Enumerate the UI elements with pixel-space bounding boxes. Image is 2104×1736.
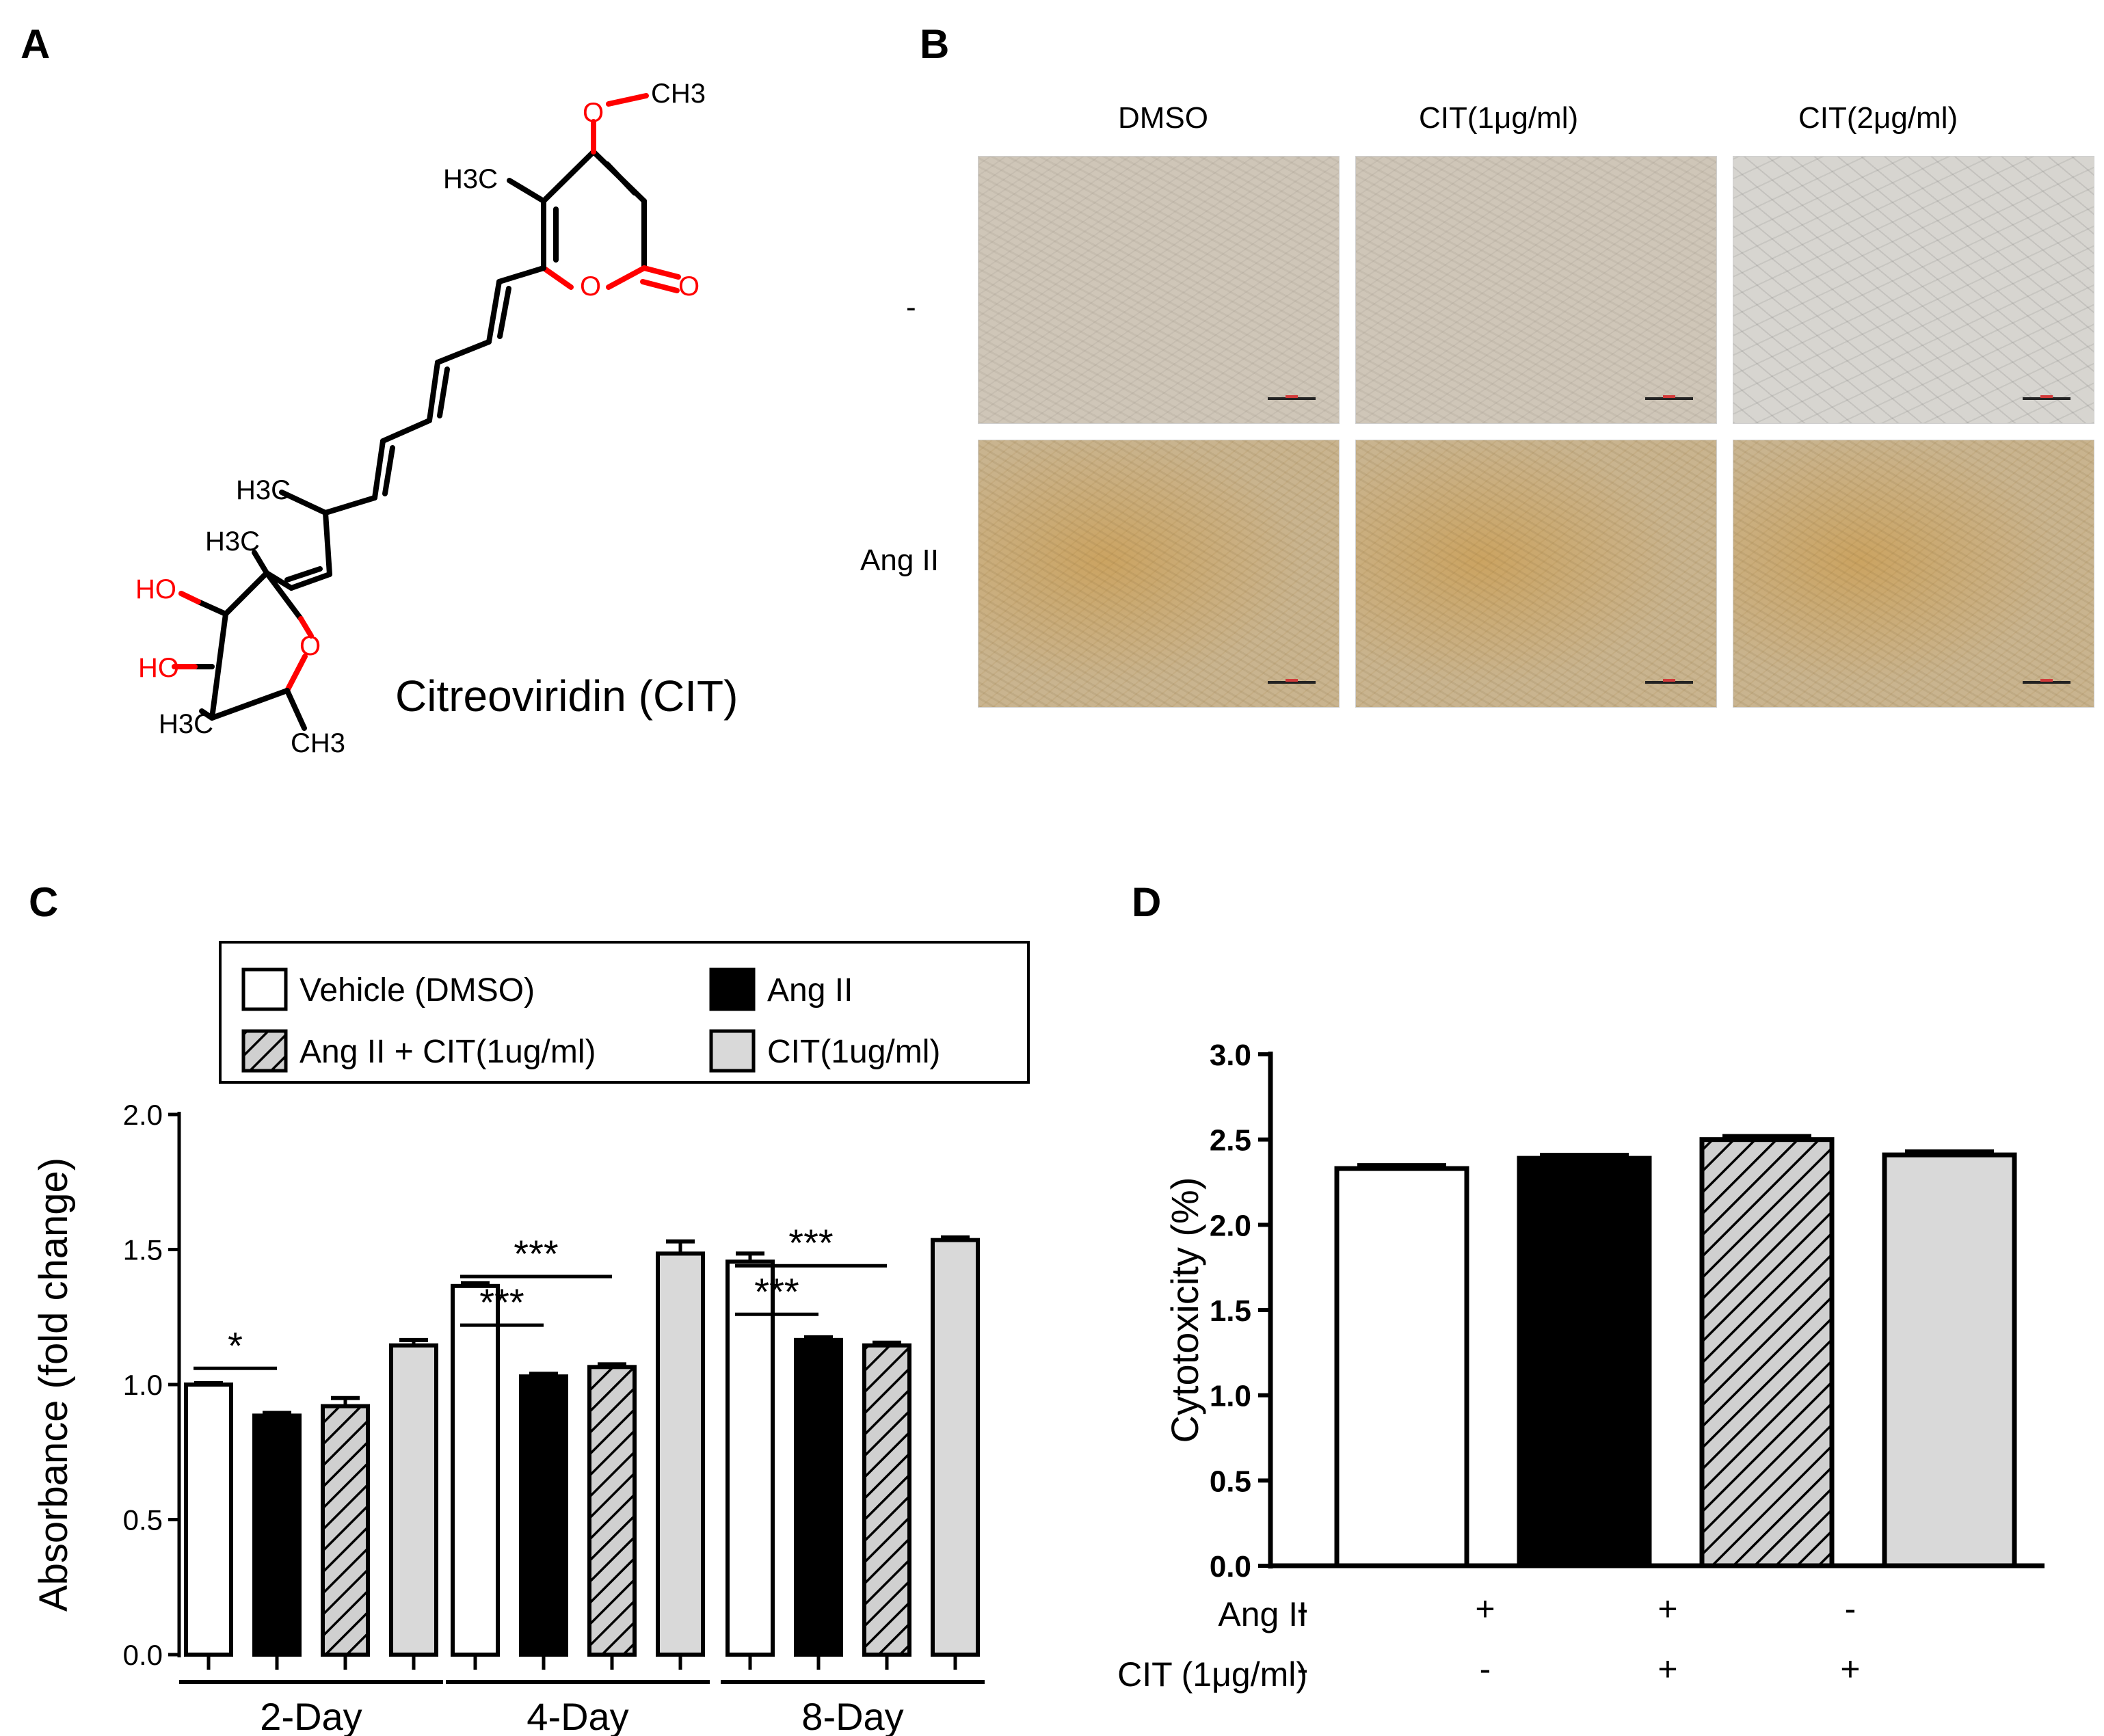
panel-b-col-cit2: CIT(2μg/ml) (1798, 101, 1958, 135)
significance-label-c: * (228, 1324, 243, 1367)
condition-sign-cit: - (1297, 1650, 1309, 1688)
y-tick-label-c: 0.5 (123, 1504, 163, 1536)
y-tick-label-c: 2.0 (123, 1099, 163, 1131)
polyene-chain (279, 265, 546, 591)
atom-h3c-ring: H3C (443, 164, 498, 194)
panel-b-row-control: - (906, 291, 916, 324)
panel-letter-b: B (920, 21, 950, 67)
scale-bar (2023, 395, 2070, 400)
y-tick-label-d: 0.0 (1210, 1550, 1251, 1584)
significance-label-c: *** (514, 1232, 558, 1275)
bar-c (725, 1259, 775, 1657)
condition-sign-angii: + (1657, 1590, 1677, 1628)
micrograph-cit1-angii (1355, 440, 1717, 708)
atom-o-pyrone: O (580, 271, 601, 302)
bar-c (184, 1383, 233, 1657)
condition-sign-cit: + (1657, 1650, 1677, 1688)
legend-box-c (219, 941, 1030, 1084)
legend-swatch-c (241, 1029, 288, 1073)
panel-a-structure: O CH3 H3C O O H3C H3C HO O HO H3C CH3 Ci… (135, 79, 738, 758)
legend-swatch-c (709, 967, 756, 1011)
micrograph-cit2-angii (1733, 440, 2094, 708)
condition-label-cit: CIT (1μg/ml) (1117, 1655, 1307, 1694)
panel-letter-a: A (21, 21, 51, 67)
y-axis-label-d: Cytotoxicity (%) (1163, 1177, 1206, 1443)
bar-c (931, 1238, 980, 1657)
panel-letter-c: C (29, 879, 59, 925)
scale-bar (2023, 679, 2070, 684)
scale-bar (1268, 395, 1316, 400)
legend-label-c: CIT(1ug/ml) (767, 1034, 940, 1070)
y-tick-label-d: 1.5 (1210, 1294, 1251, 1328)
atom-o-methoxy: O (583, 98, 604, 128)
bar-d (1517, 1156, 1652, 1568)
y-tick-label-c: 1.5 (123, 1234, 163, 1266)
y-tick-label-d: 2.0 (1210, 1209, 1251, 1242)
scale-bar (1645, 395, 1693, 400)
bar-d (1699, 1137, 1835, 1568)
condition-sign-angii: - (1297, 1590, 1309, 1628)
scale-bar (1268, 679, 1316, 684)
micrograph-cit2-control (1733, 156, 2094, 424)
bar-c (252, 1413, 302, 1657)
micrograph-dmso-control (978, 156, 1340, 424)
y-tick-label-d: 2.5 (1210, 1124, 1251, 1158)
bar-c (862, 1343, 911, 1657)
category-label-c: 8-Day (801, 1695, 903, 1736)
atom-h3c-quat: H3C (205, 526, 260, 557)
condition-sign-angii: - (1845, 1590, 1856, 1628)
chart-d: 0.0 0.5 1.0 1.5 2.0 2.5 3.0 Cytotoxicity (%) Ang… (1117, 1039, 2045, 1694)
scale-bar (1645, 679, 1693, 684)
legend-label-c: Ang II (767, 972, 853, 1009)
legend-swatch-c (709, 1029, 756, 1073)
y-tick-label-d: 1.0 (1210, 1380, 1251, 1413)
y-tick-label-c: 1.0 (123, 1369, 163, 1401)
bar-c (389, 1343, 438, 1657)
bar-d (1334, 1166, 1469, 1568)
legend-label-c: Ang II + CIT(1ug/ml) (299, 1034, 596, 1070)
micrograph-cit1-control (1355, 156, 1717, 424)
bar-c (519, 1374, 568, 1657)
chart-c: 0.0 0.5 1.0 1.5 2.0 Absorbance (fold change) 2… (31, 941, 1030, 1736)
category-label-c: 4-Day (527, 1695, 628, 1736)
y-tick-label-d: 0.5 (1210, 1465, 1251, 1498)
atom-h3c-bottom: H3C (159, 709, 213, 739)
atom-ch3-methoxy: CH3 (651, 79, 706, 109)
condition-sign-cit: - (1480, 1650, 1491, 1688)
atom-o-carbonyl: O (678, 271, 700, 302)
bar-c (794, 1337, 843, 1657)
micrograph-dmso-angii (978, 440, 1340, 708)
significance-label-c: *** (788, 1221, 833, 1264)
bar-c (321, 1404, 370, 1657)
panel-b-col-dmso: DMSO (1118, 101, 1208, 135)
y-tick-label-c: 0.0 (123, 1639, 163, 1671)
panel-b-col-cit1: CIT(1μg/ml) (1419, 101, 1579, 135)
atom-ho-bottom: HO (138, 653, 179, 683)
category-label-c: 2-Day (260, 1695, 362, 1736)
compound-name: Citreoviridin (CIT) (395, 671, 738, 721)
legend-label-c: Vehicle (DMSO) (299, 972, 535, 1009)
bar-d (1882, 1152, 2017, 1568)
pyrone-ring (507, 93, 681, 293)
atom-h3c-chain: H3C (236, 475, 291, 505)
panel-b-row-angii: Ang II (860, 544, 939, 577)
y-axis-label-c: Absorbance (fold change) (31, 1158, 76, 1612)
atom-ch3-bottom: CH3 (291, 728, 345, 758)
legend-swatch-c (241, 967, 288, 1011)
panel-letter-d: D (1132, 879, 1162, 925)
significance-label-c: *** (754, 1270, 799, 1313)
condition-label-angii: Ang II (1218, 1595, 1307, 1633)
atom-o-furan: O (299, 631, 321, 661)
bar-c (656, 1251, 705, 1657)
atom-ho-top: HO (135, 574, 176, 604)
bar-c (451, 1283, 500, 1657)
condition-sign-angii: + (1475, 1590, 1495, 1628)
condition-sign-cit: + (1840, 1650, 1860, 1688)
y-tick-label-d: 3.0 (1210, 1039, 1251, 1072)
furan-ring (172, 550, 314, 731)
bar-c (587, 1365, 637, 1657)
significance-label-c: *** (479, 1281, 524, 1324)
